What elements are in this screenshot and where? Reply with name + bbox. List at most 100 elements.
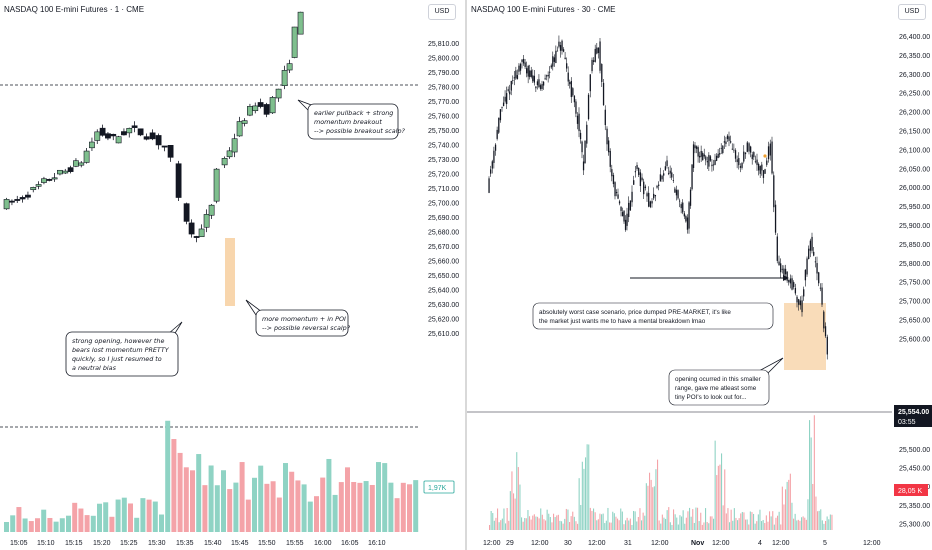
candle-down: [624, 219, 627, 230]
volume-bar: [549, 517, 551, 530]
candle-down: [649, 201, 652, 208]
candle-down: [695, 146, 698, 149]
left-x-tick: 15:05: [10, 540, 28, 547]
right-currency-button[interactable]: USD: [898, 4, 926, 20]
candle-down: [167, 145, 174, 158]
volume-bar: [258, 465, 264, 532]
right-y-tick: 25,750.00: [899, 280, 930, 287]
candle-up: [631, 191, 633, 203]
volume-bar: [823, 523, 825, 530]
candle-down: [576, 115, 579, 124]
volume-bar: [613, 513, 615, 530]
volume-bar: [575, 521, 577, 530]
right-chart-canvas[interactable]: 26,400.00 26,350.00 26,300.00 26,250.00 26,2…: [467, 0, 932, 550]
candle-down: [612, 175, 615, 185]
volume-bar: [90, 515, 96, 532]
volume-bar: [4, 521, 9, 532]
candle-up: [504, 96, 506, 102]
right-price-badge-timer: 03:55: [898, 419, 916, 426]
candle-down: [606, 128, 608, 145]
candle-down: [67, 167, 74, 172]
right-y-tick: 25,500.00: [899, 447, 930, 454]
candle-down: [562, 49, 565, 52]
left-y-tick: 25,810.00: [428, 41, 459, 48]
volume-bar: [778, 511, 780, 530]
candle-up: [634, 171, 637, 173]
volume-bar: [649, 472, 651, 530]
candle-down: [666, 160, 668, 166]
candle-up: [804, 269, 807, 281]
volume-bar: [765, 515, 767, 530]
volume-bar: [679, 515, 681, 530]
candle-down: [741, 162, 743, 168]
volume-bar: [53, 521, 59, 532]
candle-up: [778, 261, 780, 266]
candle-down: [672, 180, 674, 181]
left-y-tick: 25,610.00: [428, 331, 459, 338]
volume-bar: [573, 516, 575, 530]
volume-bar: [788, 479, 790, 530]
volume-bar: [636, 521, 638, 530]
volume-bar: [625, 520, 627, 530]
left-x-tick: 15:30: [148, 540, 166, 547]
volume-bar: [745, 519, 747, 530]
candle-down: [14, 199, 21, 201]
volume-bar: [794, 513, 796, 530]
volume-bar: [687, 511, 689, 530]
left-y-tick: 25,750.00: [428, 128, 459, 135]
candle-up: [62, 170, 69, 174]
volume-bar: [633, 510, 635, 530]
left-x-tick: 15:50: [258, 540, 276, 547]
left-annotation-opening: [65, 331, 179, 377]
candle-down: [671, 172, 673, 178]
candle-up: [286, 63, 293, 71]
candle-down: [816, 263, 818, 274]
volume-bar: [757, 514, 759, 530]
candle-up: [556, 50, 559, 52]
volume-bar: [783, 504, 785, 530]
volume-bar: [610, 522, 612, 530]
candle-down: [819, 287, 822, 289]
right-x-tick: 12:00: [531, 540, 549, 547]
right-marker: [763, 154, 767, 158]
volume-bar: [581, 461, 583, 530]
right-chart-panel[interactable]: NASDAQ 100 E-mini Futures · 30 · CME USD…: [467, 0, 932, 550]
right-y-tick: 25,950.00: [899, 204, 930, 211]
candle-down: [813, 251, 815, 256]
volume-bar: [797, 519, 799, 530]
candle-up: [78, 162, 85, 166]
candle-down: [567, 72, 569, 82]
volume-bar: [394, 498, 400, 532]
left-chart-panel[interactable]: NASDAQ 100 E-mini Futures · 1 · CME USD …: [0, 0, 465, 550]
candle-up: [628, 202, 630, 218]
candle-down: [706, 161, 709, 163]
panel-divider[interactable]: [465, 0, 467, 550]
volume-bar: [559, 520, 561, 530]
candle-down: [535, 86, 537, 89]
left-currency-button[interactable]: USD: [428, 4, 456, 20]
left-chart-canvas[interactable]: 25,810.00 25,800.00 25,790.00 25,780.00 25,7…: [0, 0, 465, 550]
volume-bar: [652, 487, 654, 530]
candle-up: [651, 201, 653, 204]
candle-up: [731, 148, 733, 150]
volume-bar: [781, 486, 783, 530]
candle-down: [193, 236, 200, 238]
candle-down: [614, 182, 616, 197]
volume-bar: [537, 516, 539, 530]
candle-up: [94, 131, 101, 141]
volume-bar: [289, 471, 295, 532]
volume-bar: [517, 467, 519, 530]
volume-bar: [134, 517, 140, 532]
volume-bar: [264, 483, 270, 532]
volume-bar: [307, 501, 313, 532]
volume-bar: [400, 482, 406, 532]
candle-down: [776, 236, 778, 261]
candle-down: [572, 88, 574, 96]
candle-up: [769, 143, 771, 156]
candle-up: [115, 136, 122, 144]
volume-bar: [578, 478, 580, 530]
right-poi-box: [784, 303, 826, 370]
volume-bar: [689, 507, 691, 530]
candle-up: [688, 202, 690, 229]
left-x-tick: 15:25: [120, 540, 138, 547]
